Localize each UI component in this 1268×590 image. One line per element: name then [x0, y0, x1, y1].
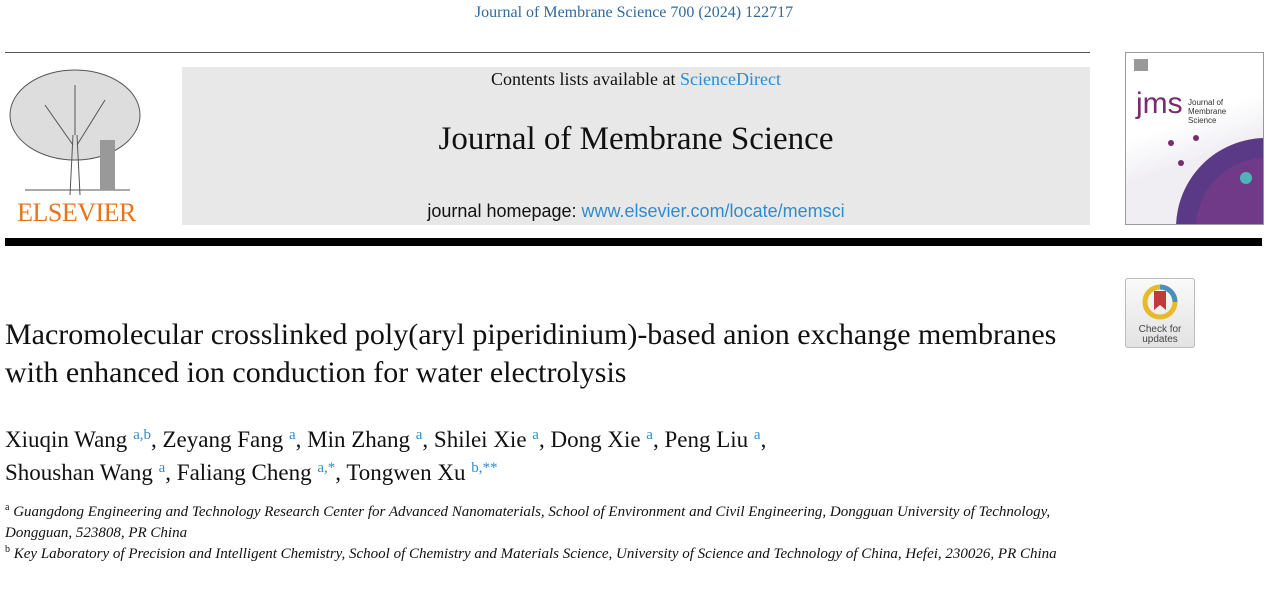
- affiliation-item: a Guangdong Engineering and Technology R…: [5, 502, 1095, 544]
- author-name[interactable]: Shoushan Wang: [5, 460, 153, 485]
- author-name[interactable]: Min Zhang: [307, 427, 410, 452]
- separator: ,: [538, 427, 551, 452]
- separator: ,: [652, 427, 665, 452]
- author-name[interactable]: Peng Liu: [664, 427, 749, 452]
- bookmark-icon: [1142, 284, 1178, 320]
- contents-line: Contents lists available at ScienceDirec…: [182, 69, 1090, 90]
- affiliation-label: b: [5, 544, 10, 555]
- author-affiliation-link[interactable]: a: [753, 427, 761, 443]
- author-name[interactable]: Zeyang Fang: [162, 427, 284, 452]
- author-affiliation-link[interactable]: a,*: [317, 460, 336, 476]
- affiliations: a Guangdong Engineering and Technology R…: [5, 502, 1095, 565]
- separator: ,: [150, 427, 163, 452]
- homepage-prefix: journal homepage:: [427, 201, 582, 221]
- elsevier-wordmark: ELSEVIER: [17, 198, 136, 227]
- separator: ,: [335, 460, 347, 485]
- svg-text:Journal of: Journal of: [1188, 98, 1224, 107]
- author-affiliation-link[interactable]: a: [288, 427, 296, 443]
- author-list: Xiuqin Wang a,b, Zeyang Fang a, Min Zhan…: [5, 423, 1105, 489]
- svg-text:Membrane: Membrane: [1188, 107, 1227, 116]
- journal-title: Journal of Membrane Science: [438, 121, 834, 157]
- sciencedirect-link[interactable]: ScienceDirect: [680, 69, 781, 89]
- journal-cover-image[interactable]: jms Journal of Membrane Science: [1125, 52, 1268, 318]
- separator: ,: [295, 427, 308, 452]
- journal-masthead: Contents lists available at ScienceDirec…: [182, 67, 1090, 225]
- homepage-link[interactable]: www.elsevier.com/locate/memsci: [581, 201, 845, 221]
- author-affiliation-link[interactable]: a,b: [133, 427, 151, 443]
- separator: ,: [422, 427, 434, 452]
- separator: ,: [760, 427, 767, 452]
- check-for-updates-button[interactable]: Check for updates: [1125, 278, 1195, 348]
- svg-text:Science: Science: [1188, 116, 1217, 125]
- author-name[interactable]: Dong Xie: [550, 427, 641, 452]
- journal-reference[interactable]: Journal of Membrane Science 700 (2024) 1…: [474, 4, 794, 21]
- affiliation-text: Key Laboratory of Precision and Intellig…: [10, 546, 1057, 562]
- author-name[interactable]: Faliang Cheng: [176, 460, 312, 485]
- check-for-label: Check for: [1138, 324, 1182, 335]
- updates-label: updates: [1142, 334, 1178, 345]
- article-title: Macromolecular crosslinked poly(aryl pip…: [5, 318, 1057, 389]
- author-affiliation-link[interactable]: a: [646, 427, 653, 443]
- cover-logo: jms: [1135, 87, 1183, 120]
- affiliation-label: a: [5, 502, 10, 513]
- elsevier-tree-logo: [5, 65, 148, 227]
- header-rule: [5, 238, 1262, 246]
- affiliation-text: Guangdong Engineering and Technology Res…: [5, 504, 1051, 541]
- author-name[interactable]: Tongwen Xu: [346, 460, 466, 485]
- homepage-line: journal homepage: www.elsevier.com/locat…: [182, 201, 1090, 222]
- author-name[interactable]: Shilei Xie: [433, 427, 527, 452]
- affiliation-item: b Key Laboratory of Precision and Intell…: [5, 544, 1095, 565]
- author-affiliation-link[interactable]: a: [158, 460, 166, 476]
- separator: ,: [165, 460, 177, 485]
- author-affiliation-link[interactable]: b,**: [471, 460, 498, 476]
- author-name[interactable]: Xiuqin Wang: [5, 427, 128, 452]
- contents-prefix: Contents lists available at: [491, 69, 680, 89]
- author-affiliation-link[interactable]: a: [415, 427, 423, 443]
- divider: [5, 52, 1090, 53]
- author-affiliation-link[interactable]: a: [532, 427, 539, 443]
